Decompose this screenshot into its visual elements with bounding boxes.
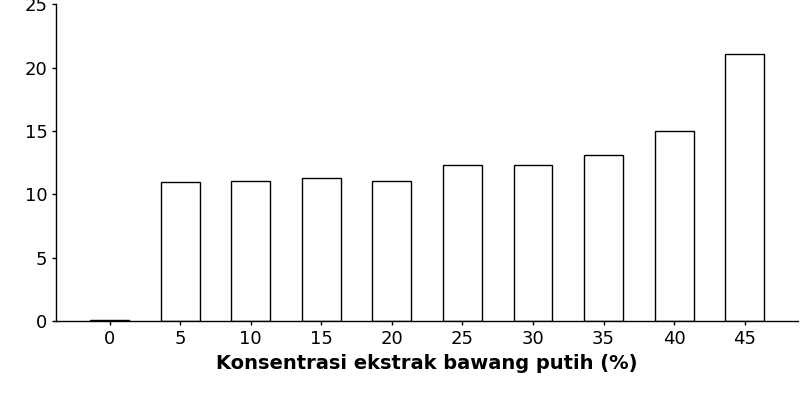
Bar — [231, 180, 270, 321]
X-axis label: Konsentrasi ekstrak bawang putih (%): Konsentrasi ekstrak bawang putih (%) — [217, 354, 638, 373]
Bar — [654, 131, 694, 321]
Bar — [90, 320, 129, 321]
Bar — [443, 165, 482, 321]
Bar — [160, 182, 200, 321]
Bar — [584, 155, 623, 321]
Bar — [725, 54, 764, 321]
Bar — [372, 180, 411, 321]
Bar — [302, 178, 341, 321]
Bar — [513, 165, 552, 321]
